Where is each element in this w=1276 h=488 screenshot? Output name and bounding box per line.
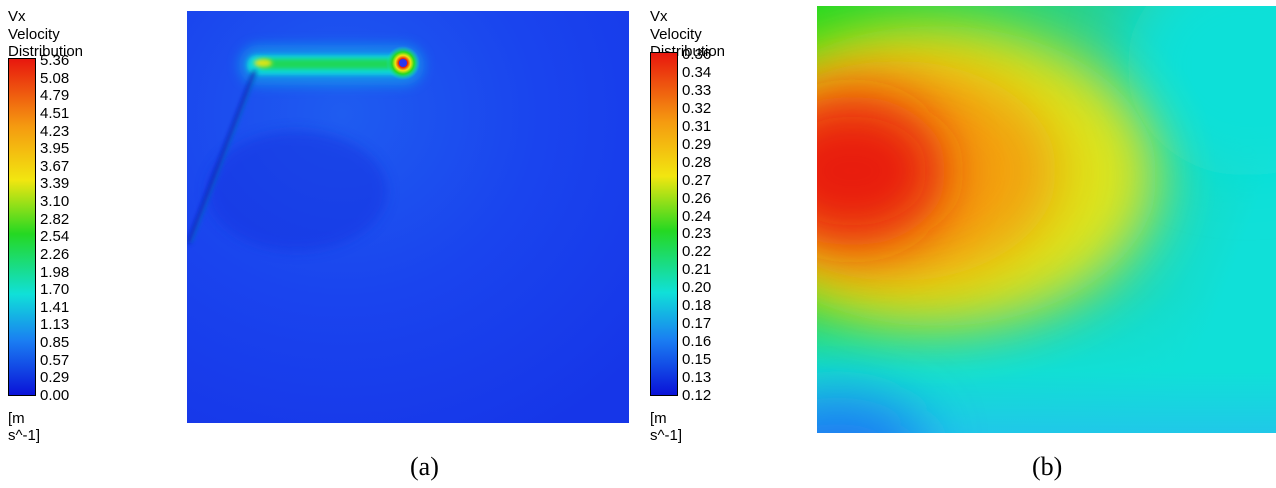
- legend-b-tick-5: 0.29: [682, 135, 712, 153]
- legend-b-tick-16: 0.16: [682, 333, 712, 351]
- legend-a-tick-13: 1.70: [40, 281, 70, 299]
- legend-b-tick-17: 0.15: [682, 351, 712, 369]
- legend-a-title: Velocity Distribution: [8, 26, 84, 60]
- legend-a-tick-8: 3.10: [40, 193, 70, 211]
- legend-a-tick-0: 5.36: [40, 52, 70, 69]
- legend-b-variable: Vx: [650, 8, 668, 25]
- legend-b-tick-8: 0.26: [682, 189, 712, 207]
- legend-b-tick-1: 0.34: [682, 63, 712, 81]
- legend-a-colorbar: [8, 58, 36, 396]
- legend-a-tick-14: 1.41: [40, 298, 70, 316]
- legend-b-tick-11: 0.22: [682, 243, 712, 261]
- legend-a-tick-11: 2.26: [40, 245, 70, 263]
- legend-a-unit: [m s^-1]: [8, 410, 41, 444]
- legend-a-tick-17: 0.57: [40, 351, 70, 369]
- legend-b-tick-13: 0.20: [682, 279, 712, 297]
- legend-b-tick-12: 0.21: [682, 261, 712, 279]
- legend-a-tick-1: 5.08: [40, 69, 70, 87]
- legend-a-tick-19: 0.00: [40, 387, 70, 404]
- legend-a-tick-6: 3.67: [40, 157, 70, 175]
- legend-b-tick-6: 0.28: [682, 153, 712, 171]
- velocity-plot-a: [187, 11, 629, 423]
- legend-b-tick-18: 0.13: [682, 369, 712, 387]
- legend-a-tick-16: 0.85: [40, 334, 70, 352]
- legend-a-tick-7: 3.39: [40, 175, 70, 193]
- legend-a-tick-18: 0.29: [40, 369, 70, 387]
- legend-a-tick-12: 1.98: [40, 263, 70, 281]
- legend-a-tick-3: 4.51: [40, 104, 70, 122]
- legend-b-tick-4: 0.31: [682, 117, 712, 135]
- legend-a-tick-2: 4.79: [40, 87, 70, 105]
- legend-a-tick-15: 1.13: [40, 316, 70, 334]
- legend-b-tick-3: 0.32: [682, 99, 712, 117]
- velocity-plot-b: [817, 6, 1276, 433]
- legend-b-colorbar: [650, 52, 678, 396]
- legend-a-tick-9: 2.82: [40, 210, 70, 228]
- legend-b-tick-14: 0.18: [682, 297, 712, 315]
- legend-b-title: Velocity Distribution: [650, 26, 726, 60]
- legend-b-tick-10: 0.23: [682, 225, 712, 243]
- caption-a: (a): [410, 452, 439, 481]
- legend-a-tick-5: 3.95: [40, 140, 70, 158]
- legend-a-tick-10: 2.54: [40, 228, 70, 246]
- legend-b-tick-15: 0.17: [682, 315, 712, 333]
- legend-b-tick-9: 0.24: [682, 207, 712, 225]
- legend-b-tick-2: 0.33: [682, 81, 712, 99]
- legend-b-tick-7: 0.27: [682, 171, 712, 189]
- legend-a-tick-4: 4.23: [40, 122, 70, 140]
- legend-b-tick-19: 0.12: [682, 387, 712, 404]
- legend-b-unit: [m s^-1]: [650, 410, 683, 444]
- legend-a-variable: Vx: [8, 8, 26, 25]
- legend-b-tick-0: 0.36: [682, 46, 712, 63]
- caption-b: (b): [1032, 452, 1063, 481]
